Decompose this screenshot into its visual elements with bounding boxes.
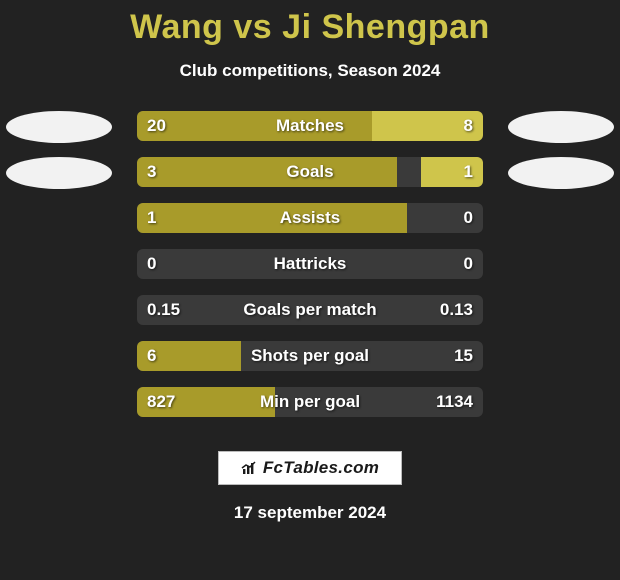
stat-row: 827Min per goal1134: [137, 387, 483, 417]
stat-value-right: 0: [464, 203, 473, 233]
stat-value-right: 8: [464, 111, 473, 141]
player-right-avatar-alt: [508, 157, 614, 189]
stat-row: 0.15Goals per match0.13: [137, 295, 483, 325]
stat-value-right: 1: [464, 157, 473, 187]
comparison-card: Wang vs Ji Shengpan Club competitions, S…: [0, 0, 620, 580]
stat-value-right: 0: [464, 249, 473, 279]
subtitle: Club competitions, Season 2024: [0, 61, 620, 81]
stat-value-right: 0.13: [440, 295, 473, 325]
player-right-avatar: [508, 111, 614, 143]
stat-row: 20Matches8: [137, 111, 483, 141]
stat-row: 3Goals1: [137, 157, 483, 187]
stat-label: Matches: [137, 111, 483, 141]
chart-icon: [241, 460, 257, 476]
stat-label: Min per goal: [137, 387, 483, 417]
stat-row: 0Hattricks0: [137, 249, 483, 279]
stat-label: Goals: [137, 157, 483, 187]
stat-row: 1Assists0: [137, 203, 483, 233]
player-left-avatar: [6, 111, 112, 143]
source-badge-label: FcTables.com: [263, 458, 379, 478]
source-badge[interactable]: FcTables.com: [218, 451, 402, 485]
stats-area: 20Matches83Goals11Assists00Hattricks00.1…: [0, 111, 620, 417]
stat-label: Goals per match: [137, 295, 483, 325]
stat-label: Assists: [137, 203, 483, 233]
date: 17 september 2024: [0, 503, 620, 523]
stat-value-right: 15: [454, 341, 473, 371]
stat-row: 6Shots per goal15: [137, 341, 483, 371]
player-left-avatar-alt: [6, 157, 112, 189]
title: Wang vs Ji Shengpan: [0, 0, 620, 47]
stat-label: Hattricks: [137, 249, 483, 279]
stat-value-right: 1134: [436, 387, 473, 417]
stat-label: Shots per goal: [137, 341, 483, 371]
